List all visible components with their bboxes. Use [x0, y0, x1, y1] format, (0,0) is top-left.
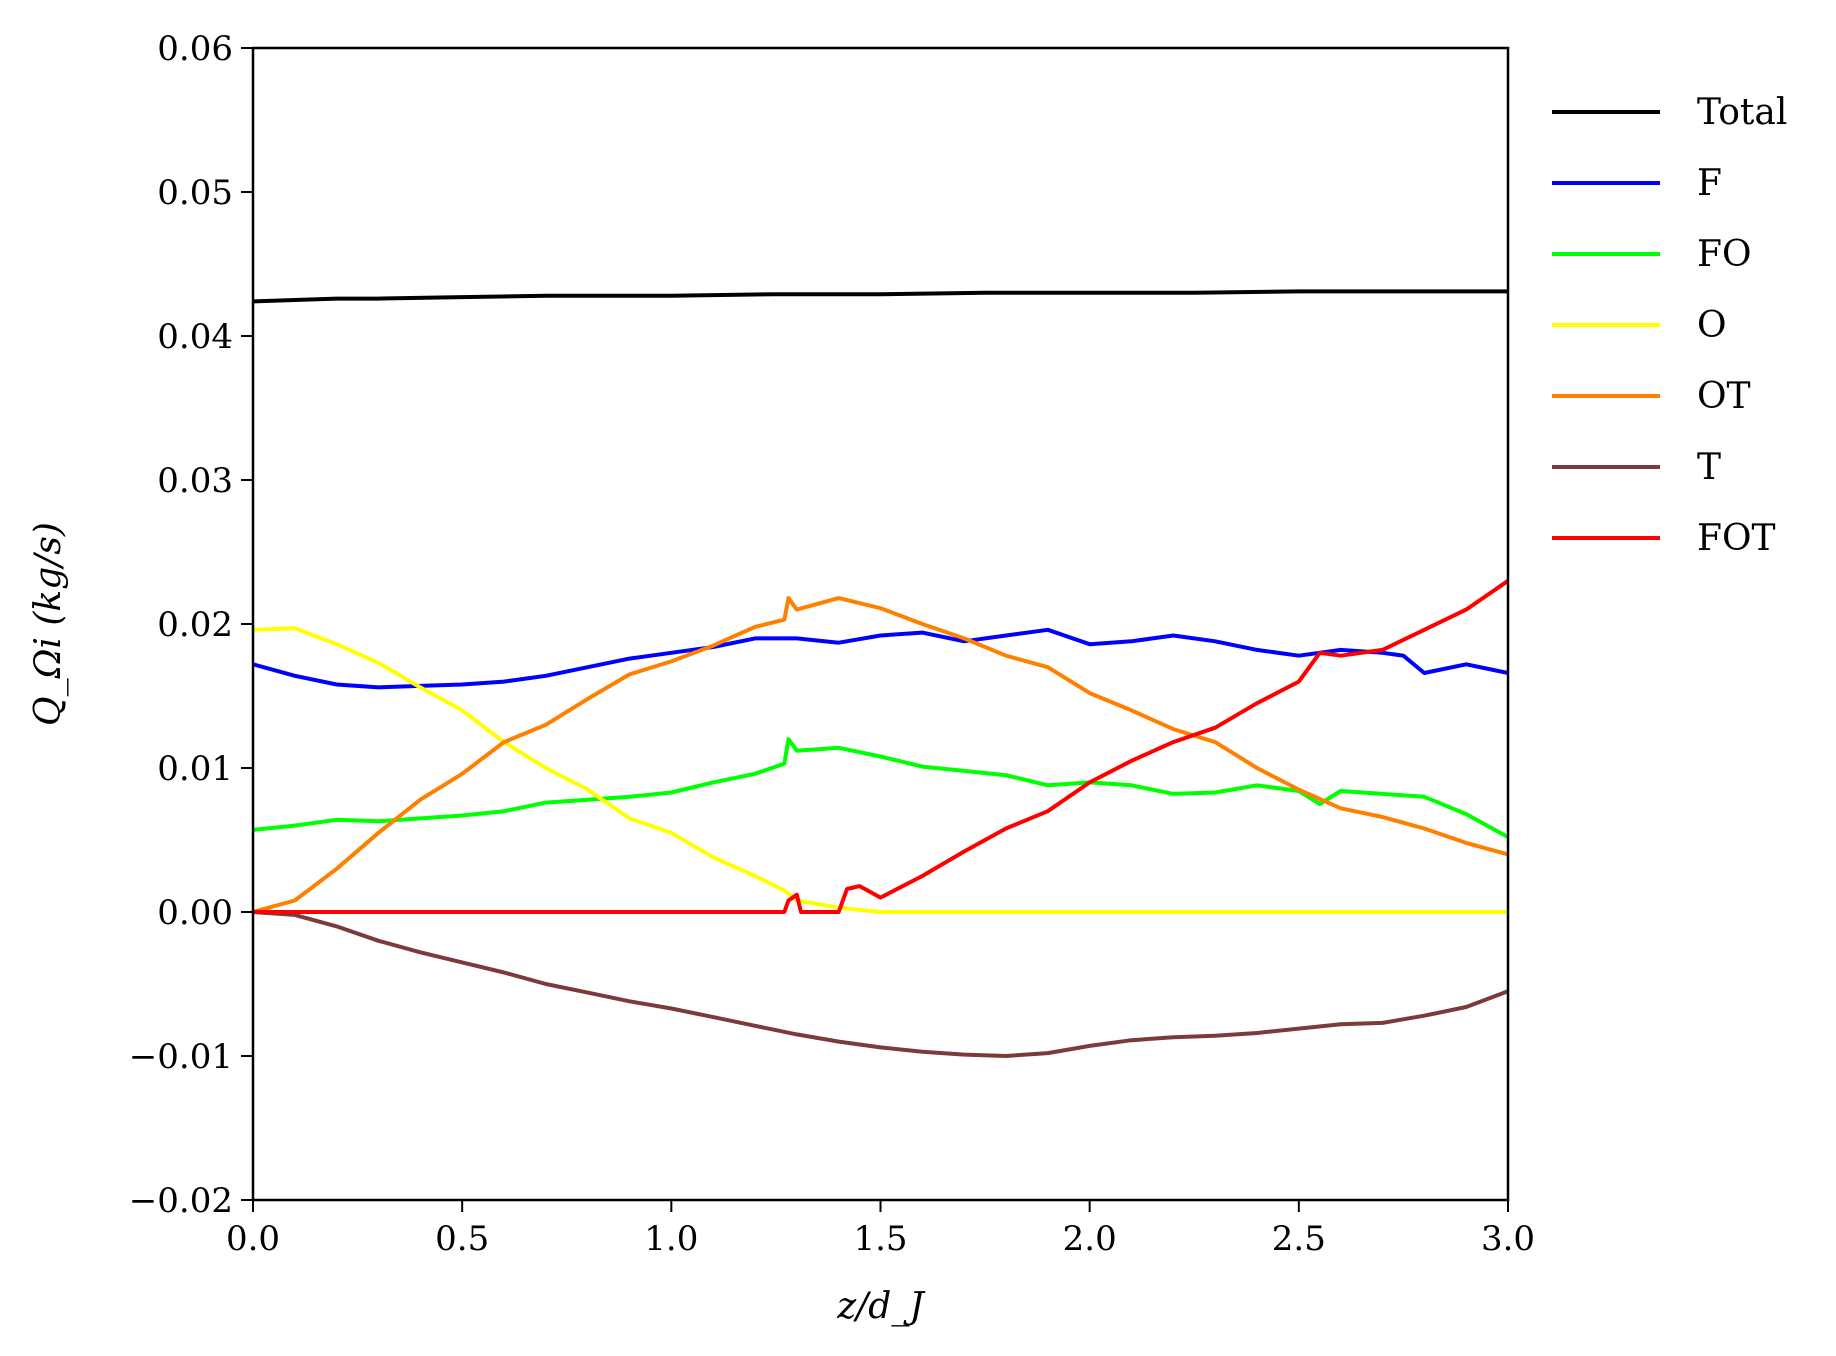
series-line-f — [252, 627, 1509, 690]
series-line-t — [252, 910, 1509, 1058]
y-axis: −0.02 −0.01 0.00 0.01 0.02 0.03 0.04 0.05 0.06 — [129, 29, 253, 1221]
series-line-o — [252, 626, 1508, 914]
series-line-total — [252, 289, 1508, 304]
y-tick-label: 0.04 — [157, 317, 233, 357]
legend-label-fo: FO — [1697, 234, 1752, 275]
y-tick-label: 0.05 — [157, 173, 233, 213]
y-tick-label: 0.06 — [157, 29, 233, 69]
legend-label-o: O — [1697, 305, 1727, 346]
x-axis-label: z/d_J — [836, 1286, 926, 1327]
legend-label-ot: OT — [1697, 376, 1751, 417]
y-tick-label: 0.01 — [157, 749, 233, 789]
y-tick-label: 0.03 — [157, 461, 233, 501]
x-axis: 0.0 0.5 1.0 1.5 2.0 2.5 3.0 — [226, 1200, 1535, 1259]
legend-label-t: T — [1697, 447, 1721, 488]
legend: Total F FO O OT T FOT — [1552, 92, 1787, 559]
legend-label-f: F — [1697, 163, 1722, 204]
x-tick-label: 0.5 — [435, 1219, 489, 1259]
y-tick-label: −0.02 — [129, 1181, 233, 1221]
y-tick-label: −0.01 — [129, 1037, 233, 1077]
legend-label-fot: FOT — [1697, 518, 1776, 559]
series-line-fot — [253, 579, 1510, 914]
y-tick-label: 0.00 — [157, 893, 233, 933]
series-line-ot — [252, 596, 1509, 914]
y-tick-label: 0.02 — [157, 605, 233, 645]
x-tick-label: 1.0 — [644, 1219, 698, 1259]
x-tick-label: 1.5 — [853, 1219, 907, 1259]
series-layer — [252, 289, 1510, 1058]
x-tick-label: 3.0 — [1481, 1219, 1535, 1259]
y-axis-label: Q_Ωi (kg/s) — [28, 522, 69, 726]
x-tick-label: 2.0 — [1063, 1219, 1117, 1259]
x-tick-label: 0.0 — [226, 1219, 280, 1259]
series-line-fo — [252, 737, 1509, 839]
x-tick-label: 2.5 — [1272, 1219, 1326, 1259]
legend-label-total: Total — [1697, 92, 1787, 133]
